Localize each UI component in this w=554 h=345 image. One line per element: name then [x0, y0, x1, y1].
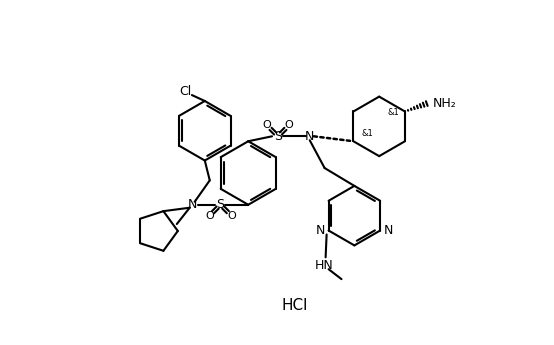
- Text: HCl: HCl: [281, 298, 308, 313]
- Text: O: O: [227, 211, 236, 221]
- Text: S: S: [217, 198, 224, 211]
- Text: &1: &1: [387, 108, 399, 117]
- Text: NH₂: NH₂: [433, 97, 456, 110]
- Text: O: O: [263, 120, 271, 130]
- Text: O: O: [205, 211, 214, 221]
- Text: N: N: [315, 224, 325, 237]
- Text: S: S: [274, 130, 282, 143]
- Text: Cl: Cl: [179, 85, 191, 98]
- Text: O: O: [285, 120, 293, 130]
- Text: HN: HN: [314, 259, 333, 272]
- Text: N: N: [305, 130, 315, 143]
- Text: &1: &1: [361, 129, 373, 138]
- Text: N: N: [188, 198, 197, 211]
- Text: N: N: [384, 224, 393, 237]
